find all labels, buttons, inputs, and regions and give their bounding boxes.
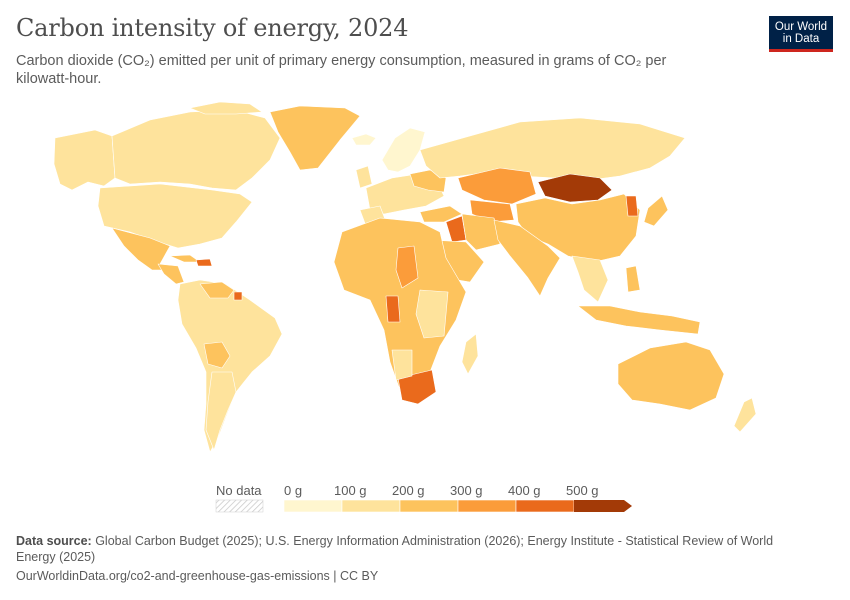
legend-bin-label-1: 100 g (334, 483, 367, 498)
region-bolivia[interactable] (203, 341, 231, 369)
region-central-america[interactable] (157, 263, 185, 285)
legend-bin-4[interactable] (515, 499, 575, 513)
region-namibia[interactable] (391, 349, 413, 381)
region-chad[interactable] (395, 245, 419, 289)
legend-bin-label-2: 200 g (392, 483, 425, 498)
region-australia[interactable] (617, 341, 725, 411)
region-south-america[interactable] (177, 279, 283, 453)
region-south-africa[interactable] (397, 369, 437, 405)
region-philippines[interactable] (625, 265, 641, 293)
region-japan[interactable] (643, 195, 669, 227)
region-canada[interactable] (111, 109, 281, 191)
region-korea[interactable] (625, 195, 639, 217)
page-title: Carbon intensity of energy, 2024 (16, 14, 409, 42)
region-scandinavia[interactable] (381, 127, 426, 173)
map-legend: No data 0 g 100 g 200 g 300 g 400 g 500 g (215, 483, 632, 513)
legend-bin-5[interactable] (574, 500, 632, 512)
region-mongolia[interactable] (537, 173, 613, 203)
region-turkey[interactable] (419, 205, 463, 223)
region-argentina[interactable] (205, 371, 237, 451)
owid-logo[interactable]: Our World in Data (769, 16, 833, 52)
logo-line-2: in Data (782, 32, 820, 45)
region-suriname[interactable] (233, 291, 243, 301)
legend-bin-3[interactable] (457, 499, 517, 513)
source-text: Global Carbon Budget (2025); U.S. Energy… (16, 534, 774, 564)
region-new-zealand[interactable] (733, 397, 757, 433)
legend-bin-label-5: 500 g (566, 483, 599, 498)
legend-no-data-label: No data (216, 483, 262, 498)
region-uk[interactable] (355, 165, 373, 189)
region-madagascar[interactable] (461, 333, 479, 375)
legend-bin-label-4: 400 g (508, 483, 541, 498)
region-indonesia[interactable] (577, 305, 701, 335)
world-map (53, 101, 757, 453)
region-usa[interactable] (97, 183, 253, 249)
legend-no-data-swatch[interactable] (215, 499, 264, 513)
region-central-africa[interactable] (415, 289, 449, 339)
region-iran[interactable] (461, 213, 501, 251)
region-arctic-islands[interactable] (189, 101, 263, 115)
page-subtitle: Carbon dioxide (CO₂) emitted per unit of… (16, 53, 667, 87)
legend-bin-2[interactable] (399, 499, 459, 513)
region-cuba[interactable] (169, 254, 201, 263)
logo-line-1: Our World (774, 20, 828, 33)
region-alaska[interactable] (53, 129, 116, 191)
region-venezuela[interactable] (199, 281, 235, 299)
region-greenland[interactable] (269, 105, 361, 171)
legend-bin-1[interactable] (341, 499, 401, 513)
region-gabon[interactable] (385, 295, 401, 323)
region-iceland[interactable] (351, 133, 377, 146)
region-kazakhstan[interactable] (457, 167, 537, 205)
legend-bin-0[interactable] (283, 499, 343, 513)
source-label: Data source: (16, 534, 92, 548)
legend-bin-label-3: 300 g (450, 483, 483, 498)
legend-bin-label-0: 0 g (284, 483, 302, 498)
region-russia[interactable] (419, 117, 686, 181)
footer-source: Data source: Global Carbon Budget (2025)… (16, 533, 816, 565)
region-southeast-asia[interactable] (571, 255, 609, 303)
footer-url[interactable]: OurWorldinData.org/co2-and-greenhouse-ga… (16, 569, 379, 583)
region-hispaniola[interactable] (195, 258, 213, 267)
region-south-asia[interactable] (493, 219, 561, 297)
